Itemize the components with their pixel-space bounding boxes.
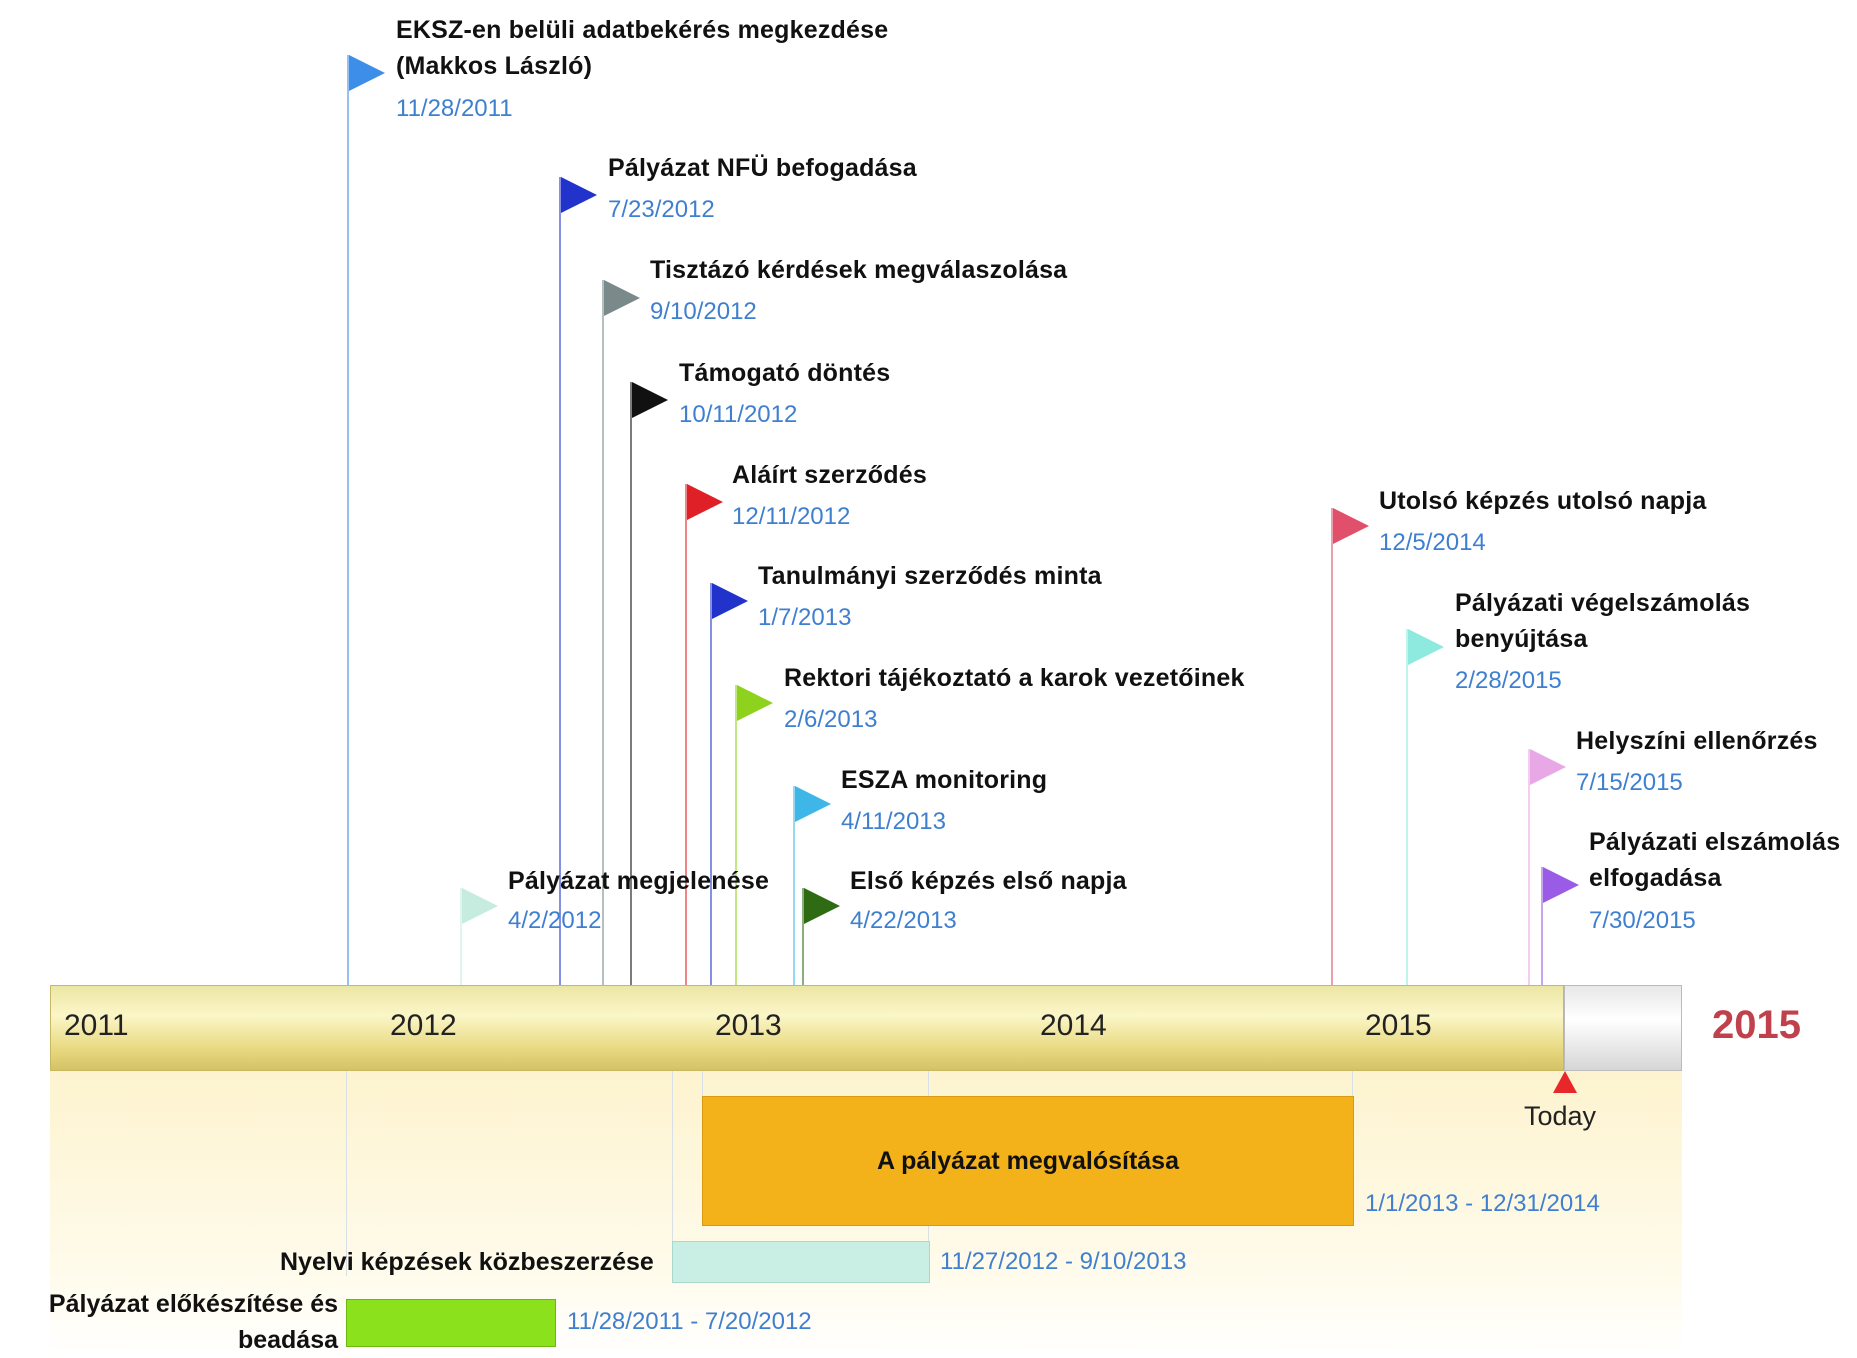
flag-icon [632, 382, 668, 418]
milestone-title: Rektori tájékoztató a karok vezetőinek [784, 664, 1245, 692]
flag-icon [687, 484, 723, 520]
milestone-date: 12/11/2012 [732, 503, 851, 530]
flag-icon [795, 786, 831, 822]
today-marker-icon [1553, 1071, 1577, 1093]
milestone-pole [347, 55, 349, 985]
milestone-pole [1406, 629, 1408, 985]
milestone-date: 7/23/2012 [608, 196, 715, 223]
milestone-date: 2/28/2015 [1455, 667, 1562, 694]
milestone-pole [802, 888, 804, 985]
milestone-date: 7/15/2015 [1576, 769, 1683, 796]
milestone-pole [710, 583, 712, 985]
milestone-title: Tanulmányi szerződés minta [758, 562, 1102, 590]
year-label-2014: 2014 [1040, 1009, 1107, 1042]
bar-date: 11/28/2011 - 7/20/2012 [567, 1308, 812, 1335]
bar-label: A pályázat megvalósítása [877, 1147, 1179, 1175]
flag-icon [1333, 508, 1369, 544]
flag-icon [561, 177, 597, 213]
milestone-pole [1541, 867, 1543, 985]
milestone-title: Pályázati elszámolás elfogadása [1589, 828, 1841, 892]
milestone-title: ESZA monitoring [841, 766, 1048, 794]
year-label-2012: 2012 [390, 1009, 457, 1042]
milestone-date: 4/22/2013 [850, 907, 957, 934]
today-label: Today [1524, 1101, 1597, 1131]
year-label-2015: 2015 [1365, 1009, 1432, 1042]
bar-label: Pályázat előkészítése és beadása [48, 1290, 338, 1354]
milestone-pole [735, 685, 737, 985]
flag-icon [462, 888, 498, 924]
guide-line [702, 1071, 703, 1101]
flag-icon [804, 888, 840, 924]
milestone-pole [685, 484, 687, 985]
milestone-pole [793, 786, 795, 985]
milestone-title: Pályázati végelszámolás benyújtása [1455, 589, 1751, 653]
milestone-pole [630, 382, 632, 985]
milestone-date: 4/2/2012 [508, 907, 602, 934]
timeline-band [50, 985, 1564, 1071]
flag-icon [712, 583, 748, 619]
milestone-date: 12/5/2014 [1379, 529, 1486, 556]
flag-icon [737, 685, 773, 721]
milestone-pole [1331, 508, 1333, 985]
milestone-date: 4/11/2013 [841, 808, 946, 835]
timeline-future-band [1564, 985, 1682, 1071]
milestone-title: Tisztázó kérdések megválaszolása [650, 256, 1068, 284]
year-label-2011: 2011 [64, 1009, 129, 1042]
flag-icon [1408, 629, 1444, 665]
milestone-date: 10/11/2012 [679, 401, 798, 428]
milestone-title: Helyszíni ellenőrzés [1576, 727, 1818, 755]
bar-label: Nyelvi képzések közbeszerzése [280, 1248, 654, 1276]
milestone-title: Első képzés első napja [850, 867, 1127, 895]
milestone-date: 9/10/2012 [650, 298, 757, 325]
milestone-pole [559, 177, 561, 985]
guide-line [346, 1071, 347, 1276]
milestone-pole [602, 280, 604, 985]
guide-line [1352, 1071, 1353, 1101]
milestone-title: Utolsó képzés utolsó napja [1379, 487, 1707, 515]
gantt-bar [672, 1241, 930, 1283]
milestone-date: 2/6/2013 [784, 706, 878, 733]
year-label-2013: 2013 [715, 1009, 782, 1042]
milestone-title: Aláírt szerződés [732, 461, 927, 489]
milestone-pole [1528, 749, 1530, 985]
flag-icon [1530, 749, 1566, 785]
gantt-bar: A pályázat megvalósítása [702, 1096, 1354, 1226]
milestone-title: Támogató döntés [679, 359, 891, 387]
milestone-date: 11/28/2011 [396, 95, 513, 122]
flag-icon [604, 280, 640, 316]
flag-icon [349, 55, 385, 91]
guide-line [672, 1071, 673, 1246]
milestone-date: 7/30/2015 [1589, 907, 1696, 934]
milestone-date: 1/7/2013 [758, 604, 852, 631]
bar-date: 1/1/2013 - 12/31/2014 [1365, 1190, 1600, 1217]
current-year-label: 2015 [1712, 1003, 1801, 1047]
milestone-title: EKSZ-en belüli adatbekérés megkezdése (M… [396, 16, 889, 80]
milestone-title: Pályázat NFÜ befogadása [608, 154, 917, 182]
milestone-pole [460, 888, 462, 985]
flag-icon [1543, 867, 1579, 903]
gantt-bar [346, 1299, 556, 1347]
bar-date: 11/27/2012 - 9/10/2013 [940, 1248, 1187, 1275]
milestone-title: Pályázat megjelenése [508, 867, 770, 895]
